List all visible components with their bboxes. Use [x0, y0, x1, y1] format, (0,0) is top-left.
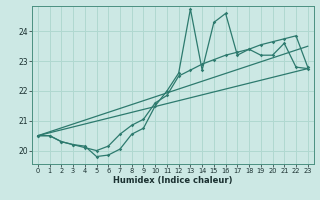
- X-axis label: Humidex (Indice chaleur): Humidex (Indice chaleur): [113, 176, 233, 185]
